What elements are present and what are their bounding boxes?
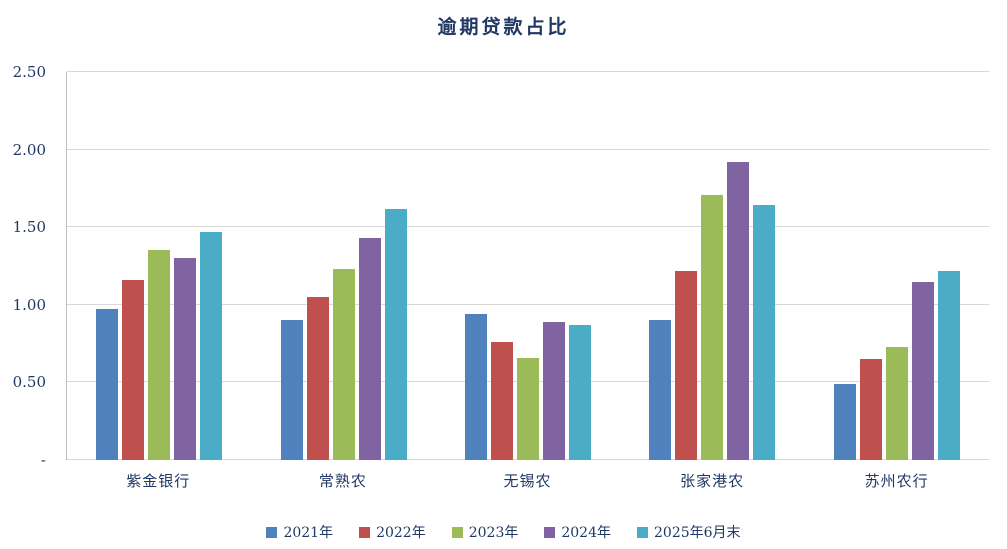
bar-2024年-无锡农 (543, 321, 566, 460)
bar-2025年6月末-紫金银行 (200, 231, 223, 460)
bar-group-紫金银行 (67, 72, 251, 460)
bar-2022年-无锡农 (491, 342, 514, 460)
bar-2023年-紫金银行 (148, 250, 171, 460)
legend-swatch (544, 526, 556, 538)
legend-item: 2022年 (359, 522, 426, 542)
gridline (67, 303, 989, 305)
bar-2025年6月末-常熟农 (384, 208, 407, 460)
bar-2022年-张家港农 (675, 270, 698, 460)
x-axis-labels: 紫金银行 常熟农 无锡农 张家港农 苏州农行 (66, 470, 989, 491)
chart-title: 逾期贷款占比 (437, 16, 570, 38)
bar-2025年6月末-张家港农 (753, 205, 776, 460)
bar-2021年-张家港农 (649, 320, 672, 460)
bar-2023年-无锡农 (517, 357, 540, 460)
x-category-label: 常熟农 (318, 472, 367, 490)
bar-2023年-张家港农 (701, 194, 724, 460)
bar-2022年-紫金银行 (122, 279, 145, 460)
legend-label: 2022年 (376, 525, 426, 541)
y-tick-label: 1.50 (12, 218, 46, 237)
bar-2022年-常熟农 (306, 297, 329, 460)
bar-2022年-苏州农行 (859, 359, 882, 460)
bar-2024年-常熟农 (358, 238, 381, 460)
y-tick-label: 0.50 (12, 373, 46, 392)
bar-2024年-张家港农 (727, 162, 750, 460)
bar-2023年-常熟农 (332, 269, 355, 460)
y-tick-label: - (40, 451, 46, 469)
plot-wrap (66, 71, 989, 460)
x-category-label: 紫金银行 (126, 472, 191, 490)
gridline (67, 148, 989, 150)
x-category-label: 苏州农行 (864, 472, 929, 490)
bar-group-苏州农行 (805, 72, 989, 460)
x-category-label: 无锡农 (503, 472, 552, 490)
gridline (67, 226, 989, 228)
bar-2021年-无锡农 (465, 314, 488, 460)
legend-swatch (637, 526, 648, 538)
y-tick-label: 2.00 (12, 140, 46, 159)
bar-group-无锡农 (436, 72, 620, 460)
legend-label: 2023年 (468, 525, 519, 541)
bar-groups (67, 72, 989, 460)
x-category-label: 张家港农 (680, 472, 745, 490)
bar-2023年-苏州农行 (885, 346, 908, 460)
gridline (67, 71, 989, 72)
legend-item: 2021年 (266, 522, 333, 542)
legend-item: 2024年 (544, 522, 611, 542)
bar-group-常熟农 (251, 72, 435, 460)
y-axis: - 0.50 1.00 1.50 2.00 2.50 (0, 63, 58, 469)
legend-swatch (359, 526, 371, 538)
bar-2025年6月末-无锡农 (569, 324, 592, 460)
legend: 2021年 2022年 2023年 2024年 2025年6月末 (0, 522, 1007, 542)
bar-2025年6月末-苏州农行 (937, 270, 960, 460)
y-tick-label: 2.50 (12, 63, 46, 81)
legend-item: 2023年 (451, 522, 519, 542)
bar-2021年-紫金银行 (96, 309, 119, 460)
plot-area (66, 71, 989, 460)
bar-2021年-常熟农 (280, 320, 303, 460)
legend-item: 2025年6月末 (637, 522, 741, 542)
bar-2021年-苏州农行 (833, 383, 856, 460)
y-tick-label: 1.00 (12, 295, 46, 314)
legend-swatch (451, 526, 463, 538)
bar-2024年-紫金银行 (174, 258, 197, 460)
legend-swatch (266, 526, 278, 538)
legend-label: 2024年 (561, 525, 611, 541)
bar-2024年-苏州农行 (911, 281, 934, 460)
bar-group-张家港农 (620, 72, 804, 460)
legend-label: 2025年6月末 (654, 525, 741, 541)
legend-label: 2021年 (283, 525, 334, 541)
